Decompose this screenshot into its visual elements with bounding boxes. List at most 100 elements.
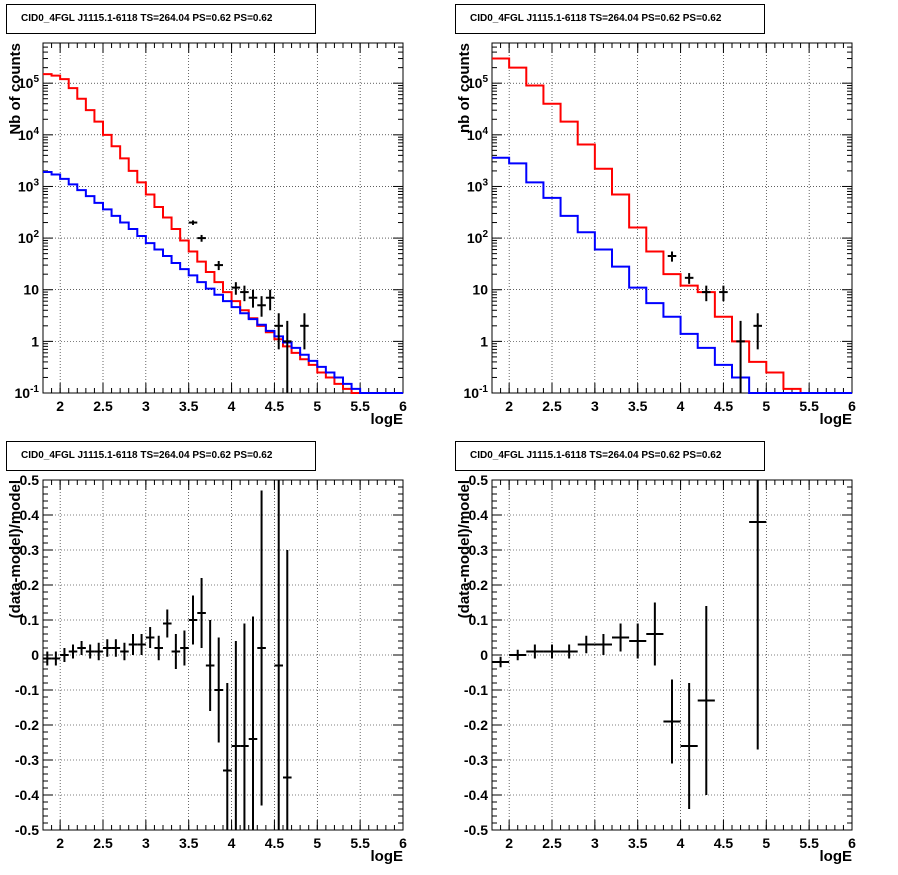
histogram-series-line bbox=[492, 156, 852, 394]
y-tick-label: 105 bbox=[467, 74, 489, 91]
x-tick-label: 4 bbox=[228, 835, 236, 851]
x-tick-label: 3 bbox=[142, 835, 150, 851]
chart-plot-counts-right: 2 2.5 3 3.5 4 4.5 5 5.5 6 10-1 1 10 102 103 104 105 logE… bbox=[456, 42, 856, 428]
x-tick-label: 3 bbox=[591, 398, 599, 414]
y-tick-label: 0 bbox=[31, 647, 39, 663]
chart-panel-residuals-right: CID0_4FGL J1115.1-6118 TS=264.04 PS=0.62… bbox=[449, 437, 898, 874]
x-tick-label: 2 bbox=[505, 835, 513, 851]
x-axis-label: logE bbox=[820, 848, 853, 865]
y-tick-label: 0.1 bbox=[20, 612, 40, 628]
x-tick-label: 5 bbox=[762, 398, 770, 414]
plot-frame bbox=[491, 42, 853, 394]
y-tick-label: 0.3 bbox=[469, 542, 489, 558]
x-tick-label: 6 bbox=[848, 398, 856, 414]
y-axis-label: (data-model)/model bbox=[7, 480, 24, 618]
x-tick-label: 5.5 bbox=[799, 835, 819, 851]
y-tick-label: -0.1 bbox=[464, 682, 488, 698]
y-tick-label: 104 bbox=[18, 126, 40, 143]
chart-plot-counts-left: 2 2.5 3 3.5 4 4.5 5 5.5 6 10-1 1 10 102 103 104 105 logE… bbox=[7, 42, 407, 428]
y-tick-label: 0.2 bbox=[20, 577, 40, 593]
y-tick-label: -0.1 bbox=[15, 682, 39, 698]
y-tick-label: -0.2 bbox=[464, 717, 488, 733]
data-points bbox=[667, 251, 762, 393]
y-tick-label: 104 bbox=[467, 126, 489, 143]
x-tick-label: 3.5 bbox=[628, 398, 648, 414]
x-tick-label: 3 bbox=[591, 835, 599, 851]
x-tick-label: 2 bbox=[505, 398, 513, 414]
chart-title: CID0_4FGL J1115.1-6118 TS=264.04 PS=0.62… bbox=[6, 4, 316, 34]
y-tick-label: -0.2 bbox=[15, 717, 39, 733]
y-tick-label: 0.5 bbox=[20, 472, 40, 488]
y-axis-label: Nb of counts bbox=[7, 43, 24, 135]
chart-panel-counts-left: CID0_4FGL J1115.1-6118 TS=264.04 PS=0.62… bbox=[0, 0, 449, 437]
x-tick-label: 6 bbox=[399, 398, 407, 414]
y-tick-label: 102 bbox=[467, 229, 489, 246]
y-tick-label: 1 bbox=[31, 333, 39, 349]
y-tick-label: 0 bbox=[480, 647, 488, 663]
y-tick-label: 10 bbox=[23, 282, 39, 298]
y-tick-label: 105 bbox=[18, 74, 40, 91]
x-tick-label: 5.5 bbox=[350, 835, 370, 851]
y-tick-label: 103 bbox=[18, 177, 40, 194]
x-axis-label: logE bbox=[371, 411, 404, 428]
x-tick-label: 2.5 bbox=[542, 835, 562, 851]
y-tick-label: -0.3 bbox=[15, 752, 39, 768]
y-axis-label: (data-model)/model bbox=[456, 480, 473, 618]
x-tick-label: 3.5 bbox=[179, 835, 199, 851]
chart-title: CID0_4FGL J1115.1-6118 TS=264.04 PS=0.62… bbox=[6, 441, 316, 471]
y-tick-label: 10-1 bbox=[15, 384, 40, 401]
y-tick-label: 102 bbox=[18, 229, 40, 246]
y-tick-label: 10-1 bbox=[464, 384, 489, 401]
y-tick-label: -0.3 bbox=[464, 752, 488, 768]
histogram-series-line bbox=[43, 73, 403, 394]
y-tick-label: 0.4 bbox=[20, 507, 40, 523]
x-tick-label: 4.5 bbox=[265, 835, 285, 851]
plot-frame bbox=[42, 42, 404, 394]
x-tick-label: 2.5 bbox=[93, 835, 113, 851]
y-tick-label: -0.4 bbox=[15, 787, 39, 803]
x-tick-label: 2.5 bbox=[542, 398, 562, 414]
y-tick-label: 0.1 bbox=[469, 612, 489, 628]
x-tick-label: 4.5 bbox=[714, 835, 734, 851]
x-tick-label: 4.5 bbox=[265, 398, 285, 414]
y-axis-label: nb of counts bbox=[456, 43, 473, 133]
data-points bbox=[492, 480, 767, 809]
x-tick-label: 5.5 bbox=[350, 398, 370, 414]
x-tick-label: 5 bbox=[313, 835, 321, 851]
data-points bbox=[43, 480, 292, 830]
x-tick-label: 4 bbox=[228, 398, 236, 414]
x-tick-label: 2 bbox=[56, 398, 64, 414]
y-tick-label: -0.5 bbox=[15, 822, 39, 838]
x-tick-label: 2.5 bbox=[93, 398, 113, 414]
x-tick-label: 4 bbox=[677, 835, 685, 851]
histogram-series-line bbox=[43, 171, 403, 394]
chart-panel-counts-right: CID0_4FGL J1115.1-6118 TS=264.04 PS=0.62… bbox=[449, 0, 898, 437]
y-tick-label: 10 bbox=[472, 282, 488, 298]
y-tick-label: 0.5 bbox=[469, 472, 489, 488]
x-tick-label: 3.5 bbox=[179, 398, 199, 414]
data-points bbox=[188, 220, 309, 393]
y-tick-label: 0.3 bbox=[20, 542, 40, 558]
x-tick-label: 6 bbox=[848, 835, 856, 851]
y-tick-label: 1 bbox=[480, 333, 488, 349]
y-tick-label: -0.5 bbox=[464, 822, 488, 838]
x-tick-label: 4 bbox=[677, 398, 685, 414]
x-tick-label: 3 bbox=[142, 398, 150, 414]
chart-plot-residuals-right: 2 2.5 3 3.5 4 4.5 5 5.5 6 -0.5 -0.4 -0.3 -0.2 -0.1 0 0.… bbox=[456, 472, 856, 865]
x-axis-label: logE bbox=[820, 411, 853, 428]
histogram-series-line bbox=[492, 57, 852, 394]
x-tick-label: 4.5 bbox=[714, 398, 734, 414]
chart-title: CID0_4FGL J1115.1-6118 TS=264.04 PS=0.62… bbox=[455, 4, 765, 34]
y-tick-label: 0.4 bbox=[469, 507, 489, 523]
y-tick-label: 0.2 bbox=[469, 577, 489, 593]
x-tick-label: 6 bbox=[399, 835, 407, 851]
x-tick-label: 5 bbox=[762, 835, 770, 851]
chart-title: CID0_4FGL J1115.1-6118 TS=264.04 PS=0.62… bbox=[455, 441, 765, 471]
x-tick-label: 3.5 bbox=[628, 835, 648, 851]
y-tick-label: 103 bbox=[467, 177, 489, 194]
y-tick-label: -0.4 bbox=[464, 787, 488, 803]
x-tick-label: 5 bbox=[313, 398, 321, 414]
chart-panel-residuals-left: CID0_4FGL J1115.1-6118 TS=264.04 PS=0.62… bbox=[0, 437, 449, 874]
x-axis-label: logE bbox=[371, 848, 404, 865]
x-tick-label: 2 bbox=[56, 835, 64, 851]
